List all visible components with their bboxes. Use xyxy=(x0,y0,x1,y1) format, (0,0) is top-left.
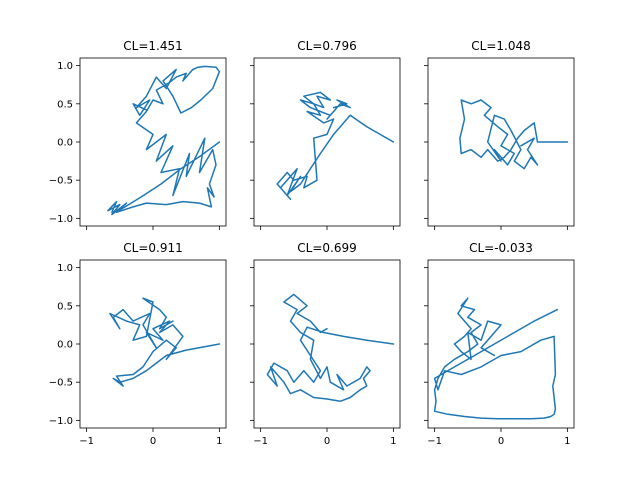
y-tick-label: 1.0 xyxy=(57,263,73,274)
subplot-5: CL=0.699 −1 0 1 xyxy=(250,241,401,447)
subplot-3: CL=1.048 xyxy=(424,39,575,230)
x-tick-label: 1 xyxy=(564,436,570,447)
x-tick-label: 1 xyxy=(216,436,222,447)
subplot-2: CL=0.796 xyxy=(250,39,401,230)
x-tick-label: 0 xyxy=(498,436,504,447)
subplot-6: CL=-0.033 −1 0 1 xyxy=(424,241,575,447)
series-line xyxy=(266,293,395,403)
series-line xyxy=(107,65,221,216)
x-tick-label: 0 xyxy=(324,436,330,447)
y-tick-label: −1.0 xyxy=(49,214,73,225)
subplot-grid: CL=1.451 −1.0 −0.5 0.0 0.5 1.0 CL=0.796 CL=1.04… xyxy=(49,39,575,447)
y-tick-label: −0.5 xyxy=(49,176,73,187)
axes-frame xyxy=(253,57,401,227)
x-tick-label: 1 xyxy=(390,436,396,447)
subplot-title: CL=0.911 xyxy=(123,241,182,255)
series-line xyxy=(433,297,559,420)
x-tick-label: 0 xyxy=(150,436,156,447)
y-tick-label: 0.5 xyxy=(57,301,73,312)
subplot-title: CL=1.451 xyxy=(123,39,182,53)
x-tick-label: −1 xyxy=(79,436,94,447)
y-tick-label: 1.0 xyxy=(57,61,73,72)
series-line xyxy=(459,99,569,170)
x-tick-label: −1 xyxy=(253,436,268,447)
y-tick-label: 0.5 xyxy=(57,99,73,110)
subplot-title: CL=0.699 xyxy=(297,241,356,255)
series-line xyxy=(109,297,221,387)
y-tick-label: 0.0 xyxy=(57,340,73,351)
axes-frame xyxy=(427,259,575,429)
y-tick-label: 0.0 xyxy=(57,138,73,149)
subplot-title: CL=0.796 xyxy=(297,39,356,53)
x-tick-label: −1 xyxy=(427,436,442,447)
y-tick-label: −0.5 xyxy=(49,378,73,389)
y-tick-label: −1.0 xyxy=(49,416,73,427)
subplot-4: CL=0.911 −1 0 1 −1.0 −0.5 0.0 0.5 1.0 xyxy=(49,241,227,447)
subplot-title: CL=-0.033 xyxy=(469,241,533,255)
series-line xyxy=(276,91,395,201)
axes-frame xyxy=(253,259,401,429)
axes-frame xyxy=(79,57,227,227)
subplot-title: CL=1.048 xyxy=(471,39,530,53)
subplot-1: CL=1.451 −1.0 −0.5 0.0 0.5 1.0 xyxy=(49,39,227,230)
